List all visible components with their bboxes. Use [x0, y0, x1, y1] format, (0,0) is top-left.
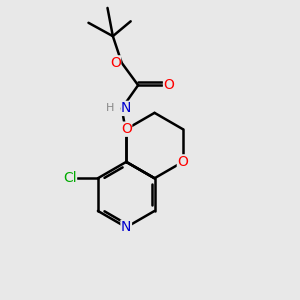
- Text: H: H: [106, 103, 115, 113]
- Text: Cl: Cl: [63, 171, 76, 185]
- Text: O: O: [177, 155, 188, 169]
- Text: N: N: [121, 101, 131, 116]
- Text: O: O: [164, 78, 175, 92]
- Text: O: O: [121, 122, 132, 136]
- Text: O: O: [110, 56, 121, 70]
- Text: N: N: [121, 220, 131, 234]
